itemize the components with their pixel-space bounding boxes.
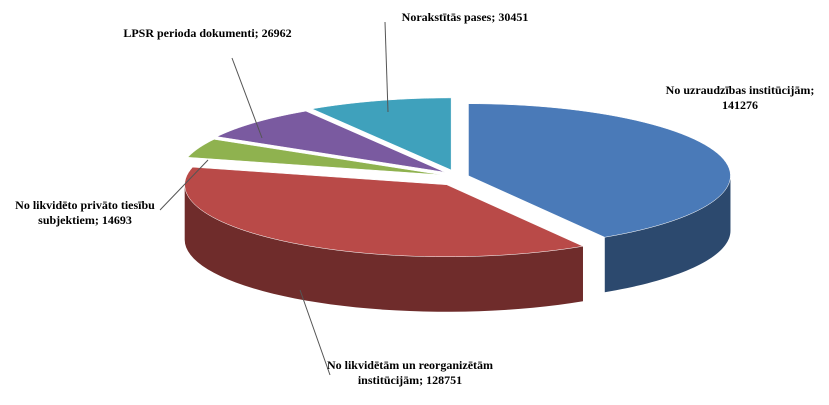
slice xyxy=(468,103,731,238)
data-label: No likvidēto privāto tiesību subjektiem;… xyxy=(15,198,155,227)
leader-line xyxy=(384,21,389,113)
slice xyxy=(311,97,452,171)
slice-side xyxy=(604,175,731,293)
slice xyxy=(187,139,443,176)
data-label: Norakstītās pases; 30451 xyxy=(401,10,529,24)
leader-line xyxy=(159,159,209,211)
leader-line xyxy=(231,57,263,139)
data-label: LPSR perioda dokumenti; 26962 xyxy=(123,26,292,40)
leader-line xyxy=(299,289,331,376)
data-label: No likvidētām un reorganizētām institūci… xyxy=(326,358,494,387)
data-label: No uzraudzības institūcijām; 141276 xyxy=(665,83,815,112)
slice-side xyxy=(184,184,583,312)
slice xyxy=(184,166,584,258)
